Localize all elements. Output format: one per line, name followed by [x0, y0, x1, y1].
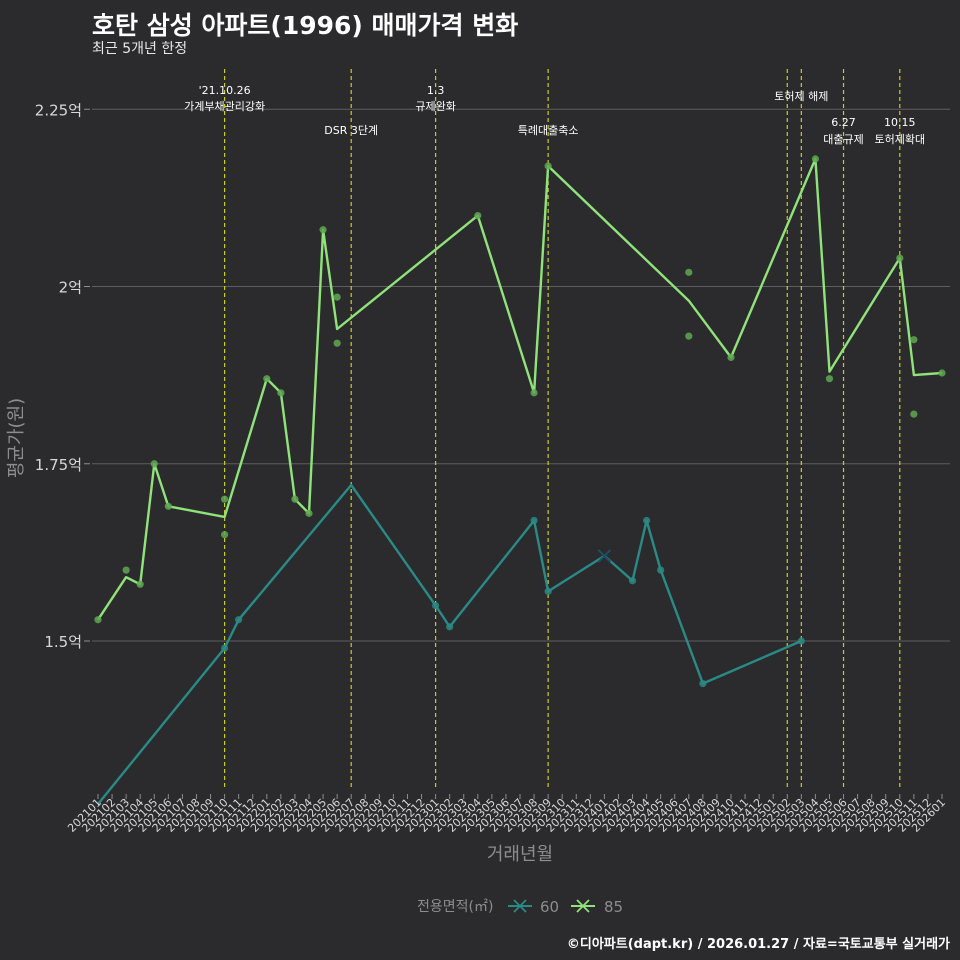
- data-point-85: [938, 369, 946, 377]
- data-point-60: [235, 616, 243, 624]
- series-line-60: [97, 483, 802, 805]
- data-point-85: [221, 531, 229, 539]
- data-point-85: [727, 353, 735, 361]
- legend-label-60: 60: [540, 898, 559, 916]
- event-label: 1.3: [427, 84, 445, 97]
- y-axis-label: 평균가(원): [6, 398, 27, 478]
- legend-item-60[interactable]: 60: [508, 898, 559, 916]
- y-axis-ticks: 1.5억 1.75억 2억 2.25억: [35, 101, 90, 651]
- legend-item-85[interactable]: 85: [571, 898, 623, 916]
- data-point-85: [544, 162, 552, 170]
- data-point-85: [136, 580, 144, 588]
- data-point-85: [277, 389, 285, 397]
- event-label: 10.15: [884, 116, 916, 129]
- event-label: 토허제확대: [874, 133, 925, 146]
- event-label: 특례대출축소: [518, 124, 579, 137]
- data-point-85: [263, 375, 271, 383]
- data-point-60: [221, 644, 229, 652]
- legend-title: 전용면적(㎡): [417, 899, 493, 915]
- data-point-85: [825, 375, 834, 383]
- data-point-60: [797, 637, 805, 645]
- x-axis-ticks: 2021012021022021032021042021052021062021…: [65, 794, 948, 835]
- legend: 전용면적(㎡) 60 85: [417, 898, 623, 916]
- event-label: DSR 3단계: [324, 124, 378, 137]
- data-point-85: [811, 155, 820, 163]
- data-point-85: [319, 226, 327, 234]
- event-label: 토허제 해제: [774, 89, 828, 103]
- data-point-85: [164, 502, 172, 510]
- data-point-85: [122, 566, 130, 574]
- data-point-85: [291, 495, 299, 503]
- data-point-85: [896, 254, 904, 262]
- data-point-60: [432, 601, 440, 610]
- x-axis-label: 거래년월: [487, 844, 553, 865]
- data-point-85: [333, 339, 341, 347]
- data-point-60: [699, 679, 707, 688]
- data-point-85: [910, 336, 918, 344]
- data-point-85: [150, 460, 158, 468]
- data-point-60: [643, 516, 651, 525]
- event-label: 대출규제: [823, 133, 863, 146]
- chart-title: 호탄 삼성 아파트(1996) 매매가격 변화: [92, 11, 519, 40]
- y-tick-label: 2.25억: [35, 101, 82, 119]
- data-point-60: [530, 516, 538, 525]
- data-point-85: [685, 268, 693, 276]
- data-point-60: [657, 566, 665, 574]
- data-point-85: [685, 332, 693, 340]
- data-point-85: [94, 616, 102, 624]
- data-point-60: [446, 623, 454, 631]
- data-point-85: [530, 389, 538, 397]
- chart-subtitle: 최근 5개년 한정: [92, 41, 188, 57]
- data-point-85: [221, 495, 229, 503]
- cross-marker-60: [597, 549, 612, 563]
- y-tick-label: 2억: [59, 279, 82, 297]
- event-label: 규제완화: [415, 100, 455, 113]
- legend-label-85: 85: [604, 898, 623, 916]
- data-point-60: [544, 587, 552, 595]
- event-label: 가계부채관리강화: [184, 100, 265, 113]
- y-tick-label: 1.75억: [35, 456, 82, 474]
- data-point-85: [910, 410, 918, 418]
- data-point-60: [628, 577, 637, 585]
- source-caption: ©디아파트(dapt.kr) / 2026.01.27 / 자료=국토교통부 실…: [566, 937, 950, 952]
- series-line-85: [96, 157, 943, 621]
- series-group: [94, 155, 946, 805]
- data-point-85: [305, 509, 313, 517]
- grid-lines: [92, 108, 950, 642]
- data-point-85: [474, 212, 482, 220]
- event-label: '21.10.26: [199, 84, 251, 97]
- event-label: 6.27: [831, 116, 856, 129]
- data-point-85: [333, 293, 341, 301]
- y-tick-label: 1.5억: [44, 633, 82, 651]
